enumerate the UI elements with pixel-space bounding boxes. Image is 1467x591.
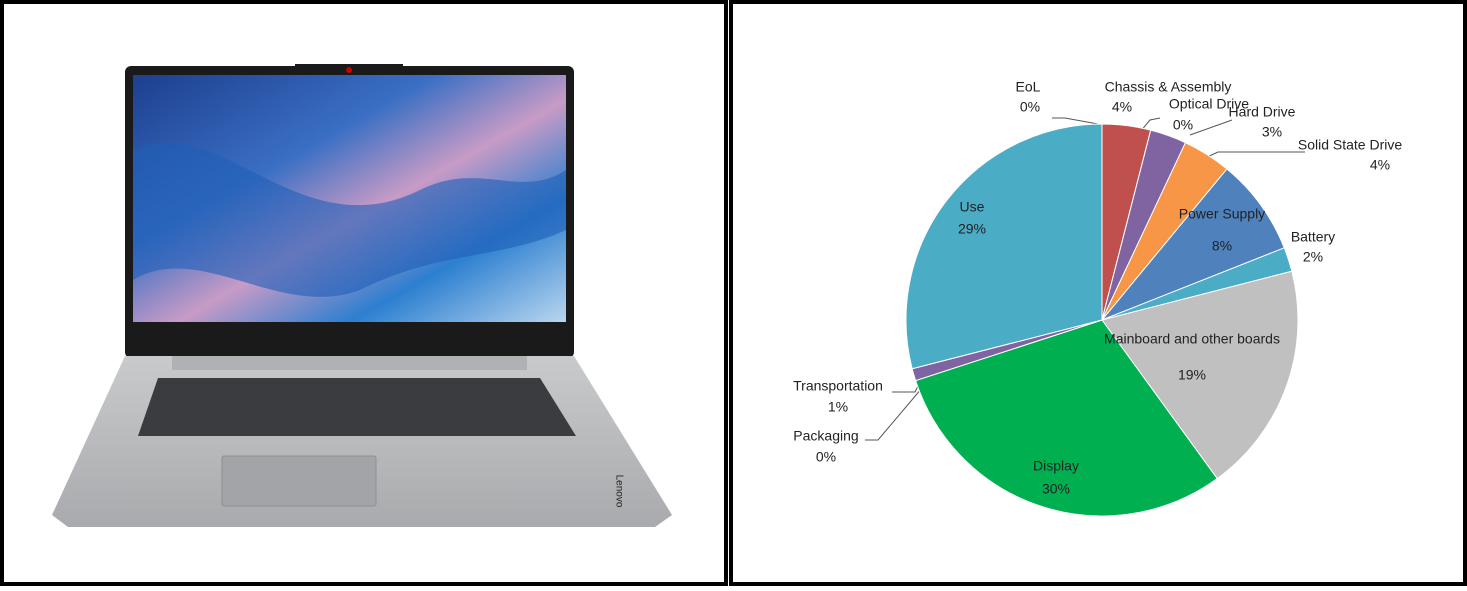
slice-name: Transportation [793, 378, 883, 394]
pie-slice [1101, 168, 1285, 321]
slice-value-label: 4% [1112, 99, 1132, 115]
slice-name: EoL [1016, 79, 1041, 95]
slice-name: Mainboard and other boards [1104, 331, 1280, 347]
slice-name: Use [960, 199, 985, 215]
slice-name: Display [1033, 458, 1079, 474]
slice-name: Battery [1291, 229, 1335, 245]
slice-name: Chassis & Assembly [1105, 79, 1232, 95]
slice-name: Power Supply [1179, 206, 1265, 222]
slice-value-label: 29% [958, 221, 986, 237]
pie-slice [914, 319, 1218, 517]
slice-name: Packaging [793, 428, 858, 444]
slice-value-label: 4% [1370, 157, 1390, 173]
pie-slice [905, 123, 1103, 370]
slice-name: Hard Drive [1229, 104, 1296, 120]
slice-value-label: 19% [1178, 367, 1206, 383]
slice-name: Optical Drive [1169, 96, 1249, 112]
left-panel [0, 0, 728, 586]
right-panel [729, 0, 1467, 586]
slice-value-label: 0% [1020, 99, 1040, 115]
slice-name: Solid State Drive [1298, 137, 1402, 153]
slice-value-label: 0% [1173, 117, 1193, 133]
slice-value-label: 3% [1262, 124, 1282, 140]
slice-value-label: 2% [1303, 249, 1323, 265]
slice-value-label: 30% [1042, 481, 1070, 497]
laptop-photo: Lenovo [52, 64, 672, 527]
pie-slice [1101, 270, 1299, 480]
slice-value-label: 0% [816, 449, 836, 465]
slice-value-label: 1% [828, 399, 848, 415]
brand-label: Lenovo [613, 475, 624, 508]
slice-value-label: 8% [1212, 238, 1232, 254]
